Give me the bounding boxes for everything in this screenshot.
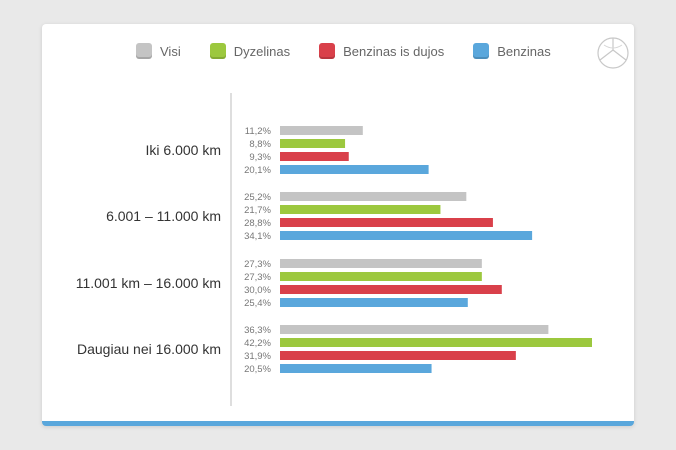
category-label: Iki 6.000 km [146, 142, 221, 158]
legend-label: Visi [160, 43, 181, 59]
bar [280, 285, 502, 294]
category-label: 11.001 km – 16.000 km [76, 275, 221, 291]
value-label: 20,5% [244, 364, 271, 375]
legend-swatch [136, 43, 152, 59]
bar [280, 272, 482, 281]
legend-label: Benzinas [497, 43, 551, 59]
bar [280, 218, 493, 227]
bar [280, 139, 346, 148]
legend-item-benzinas: Benzinas [473, 43, 551, 59]
value-label: 21,7% [244, 205, 271, 216]
value-label: 34,1% [244, 231, 271, 242]
value-label: 8,8% [249, 139, 271, 150]
bar [280, 192, 467, 201]
bar [280, 259, 482, 268]
category-label: Daugiau nei 16.000 km [77, 341, 221, 357]
dealer-logo-icon [597, 37, 629, 69]
value-label: 27,3% [244, 259, 271, 270]
value-label: 28,8% [244, 218, 271, 229]
legend-swatch [319, 43, 336, 59]
value-label: 27,3% [244, 272, 271, 283]
legend-item-dyzelinas: Dyzelinas [209, 43, 291, 59]
legend-item-visi: Visi [136, 43, 181, 59]
value-label: 9,3% [249, 152, 271, 163]
category-label: 6.001 – 11.000 km [106, 208, 221, 224]
value-label: 36,3% [244, 325, 271, 336]
bar [280, 126, 363, 135]
bar-chart: Iki 6.000 km 11,2% 8,8% 9,3% 20,1% 6.001 – 11… [76, 93, 592, 406]
legend-item-benzinas-is-dujos: Benzinas is dujos [319, 43, 444, 59]
chart-card: Visi Dyzelinas Benzinas is dujos Benzina… [42, 24, 634, 426]
bar [280, 165, 429, 174]
bar [280, 325, 549, 334]
bar [280, 351, 516, 360]
value-label: 20,1% [244, 165, 271, 176]
legend-label: Dyzelinas [233, 43, 291, 59]
bar [280, 338, 592, 347]
legend: Visi Dyzelinas Benzinas is dujos Benzina… [136, 36, 580, 66]
bar [280, 205, 441, 214]
value-label: 25,4% [244, 298, 271, 309]
value-label: 25,2% [244, 192, 271, 203]
bar [280, 364, 432, 373]
value-label: 30,0% [244, 285, 271, 296]
legend-label: Benzinas is dujos [343, 43, 445, 59]
bar [280, 152, 349, 161]
legend-swatch [473, 43, 490, 59]
value-label: 11,2% [245, 126, 272, 137]
bar [280, 298, 468, 307]
value-label: 42,2% [244, 338, 271, 349]
value-label: 31,9% [244, 351, 271, 362]
legend-swatch [209, 43, 226, 59]
bar [280, 231, 533, 240]
